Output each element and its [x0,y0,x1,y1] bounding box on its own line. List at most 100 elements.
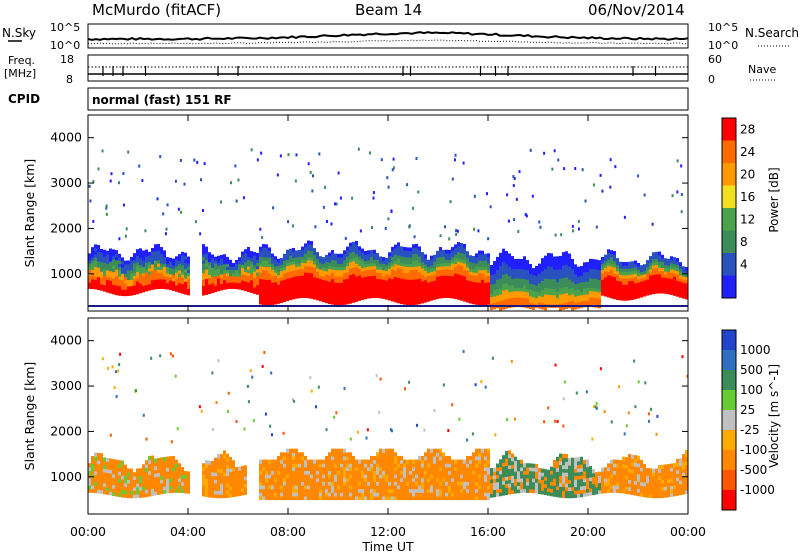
velocity-cell [382,474,385,479]
power-cell [202,256,205,261]
power-cell [505,285,508,290]
power-cell [535,297,538,302]
power-cell [139,264,142,268]
velocity-cell [577,460,580,466]
power-cell [376,275,379,280]
velocity-cell [502,487,505,493]
power-cell [358,255,361,260]
velocity-cell [91,481,94,486]
power-cell [118,266,121,271]
power-cell [181,258,184,262]
velocity-cell [310,495,313,501]
power-cell [577,273,580,277]
power-cell [343,269,346,274]
power-cell [292,286,295,290]
velocity-cell [457,481,460,486]
power-cell [472,294,475,298]
velocity-cell [646,478,649,484]
power-cell [145,284,148,289]
power-cell [412,244,415,248]
power-cell [673,292,676,296]
velocity-cell [295,459,298,464]
velocity-cell [124,482,127,487]
power-cell [121,257,124,262]
velocity-cell [157,476,160,481]
power-cell [442,275,445,280]
power-cell [265,244,268,249]
power-cell [640,268,643,273]
power-scatter [372,191,375,195]
velocity-cell [436,466,439,472]
velocity-cell [316,484,319,490]
power-cell [394,251,397,255]
velocity-cell [316,466,319,472]
power-cell [646,269,649,274]
velocity-cell [334,474,337,479]
power-cell [469,258,472,263]
velocity-cell [346,481,349,486]
power-cell [427,272,430,277]
velocity-cell [394,484,397,490]
power-cell [397,251,400,256]
power-cell [232,275,235,280]
velocity-cell [664,464,667,469]
power-cell [586,271,589,276]
power-cell [580,275,583,280]
velocity-cell [361,463,364,468]
velocity-cell [133,486,136,491]
velocity-cell [358,466,361,472]
power-cell [364,282,367,287]
velocity-cell [136,490,139,495]
power-cell [436,279,439,284]
power-scatter [391,168,394,172]
power-cell [490,287,493,291]
velocity-cell [478,463,481,468]
velocity-cell [583,485,586,490]
power-scatter [201,209,204,213]
power-cell [265,272,268,277]
power-cell [181,280,184,285]
power-cell [565,251,568,256]
power-cell [145,259,148,263]
velocity-cell [589,480,592,485]
power-cell [625,284,628,288]
power-cell [484,253,487,258]
power-cell [151,257,154,262]
power-cell [568,291,571,296]
power-cell [136,280,139,285]
power-cell [502,296,505,301]
power-cell [586,293,589,298]
power-cell [346,265,349,270]
power-cell [376,268,379,273]
velocity-cell [328,470,331,475]
power-cell [475,281,478,286]
power-cell [283,269,286,274]
velocity-cell [118,481,121,487]
velocity-cell [313,466,316,472]
power-cell [388,280,391,285]
velocity-cell [565,483,568,488]
power-cell [208,261,211,266]
power-cell [325,270,328,275]
velocity-cell [583,492,586,497]
power-cell [523,291,526,295]
power-cell [433,292,436,297]
power-cell [295,272,298,277]
velocity-cell [97,470,100,476]
power-scatter [614,165,617,169]
velocity-cell [175,470,178,475]
velocity-cell [367,474,370,479]
power-cell [310,275,313,280]
power-cell [547,253,550,257]
velocity-cell [355,492,358,497]
velocity-cell [499,459,502,464]
power-cell [418,249,421,254]
velocity-cell [151,459,154,464]
power-cell [586,296,589,301]
velocity-cell [613,484,616,490]
power-cell [295,288,298,293]
velocity-cell [343,455,346,461]
power-cell [385,264,388,268]
power-cell [265,291,268,296]
